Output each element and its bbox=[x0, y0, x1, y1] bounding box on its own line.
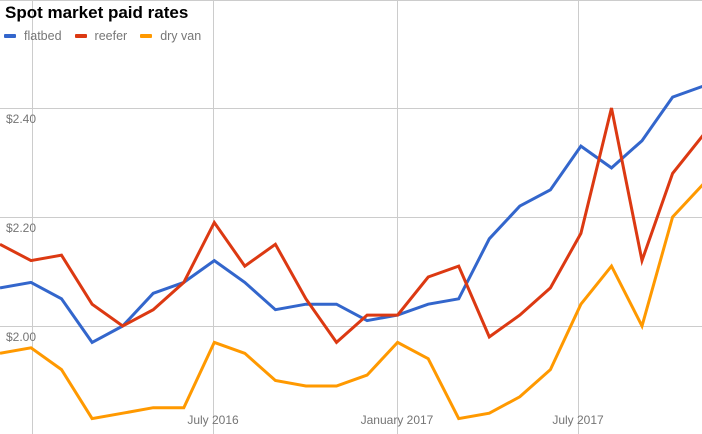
x-tick-label: January 2017 bbox=[360, 413, 434, 427]
legend-label-dry-van: dry van bbox=[160, 29, 202, 43]
legend-label-reefer: reefer bbox=[94, 29, 128, 43]
legend-item-dry-van[interactable]: dry van bbox=[140, 29, 201, 43]
series-line-dry-van[interactable] bbox=[0, 183, 702, 421]
y-tick-label: $2.00 bbox=[6, 330, 37, 344]
legend-item-flatbed[interactable]: flatbed bbox=[4, 29, 62, 43]
legend-label-flatbed: flatbed bbox=[24, 29, 62, 43]
legend-item-reefer[interactable]: reefer bbox=[74, 29, 128, 43]
legend: flatbed reefer dry van bbox=[4, 29, 214, 43]
y-tick-label: $2.40 bbox=[6, 112, 37, 126]
legend-swatch-reefer bbox=[74, 34, 87, 38]
y-tick-label: $2.20 bbox=[6, 221, 37, 235]
series-lines bbox=[0, 85, 702, 421]
x-tick-label: July 2016 bbox=[187, 413, 239, 427]
chart-title: Spot market paid rates bbox=[5, 3, 189, 22]
series-line-reefer[interactable] bbox=[0, 107, 702, 345]
series-line-flatbed[interactable] bbox=[0, 85, 702, 345]
legend-swatch-dry-van bbox=[140, 34, 153, 38]
x-tick-label: July 2017 bbox=[552, 413, 604, 427]
legend-swatch-flatbed bbox=[4, 34, 16, 38]
